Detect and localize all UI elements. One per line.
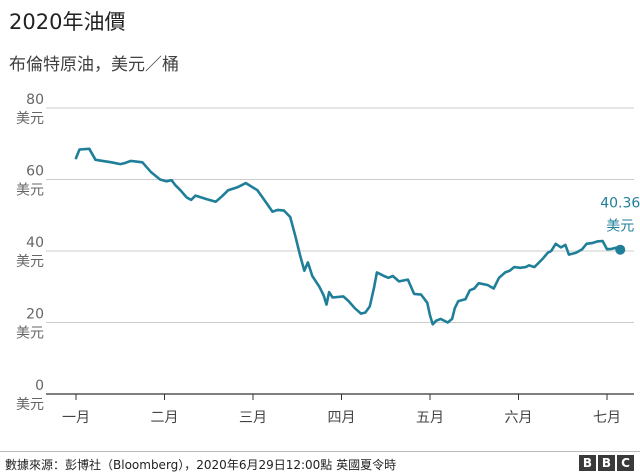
bbc-logo-letter: C (617, 455, 634, 471)
x-tick-label: 四月 (328, 410, 356, 426)
x-tick-label: 一月 (62, 410, 90, 426)
y-tick-unit: 美元 (16, 326, 44, 342)
y-axis-ticks: 80 美元 60 美元 40 美元 20 美元 0 美元 (16, 92, 44, 413)
chart-title: 2020年油價 (9, 10, 126, 34)
bbc-logo-letter: B (598, 455, 615, 471)
last-price-point (615, 244, 626, 255)
x-tick-label: 五月 (416, 410, 444, 426)
y-tick-unit: 美元 (16, 254, 44, 270)
x-tick-label: 三月 (239, 410, 267, 426)
oil-price-chart: 80 美元 60 美元 40 美元 20 美元 0 美元 一月 二月 三月 四月 五月 六月 七月 40.36… (16, 92, 640, 426)
y-tick-label: 0 (35, 378, 44, 394)
bbc-logo: B B C (579, 455, 634, 471)
source-note: 數據來源：彭博社（Bloomberg），2020年6月29日12:00點 英國夏… (5, 458, 397, 472)
chart-subtitle: 布倫特原油，美元／桶 (9, 55, 179, 75)
y-tick-unit: 美元 (16, 397, 44, 413)
y-tick-label: 60 (26, 164, 44, 180)
brent-price-line (74, 147, 622, 326)
y-tick-unit: 美元 (16, 111, 44, 127)
last-price-unit: 美元 (606, 219, 634, 235)
y-tick-unit: 美元 (16, 183, 44, 199)
gridlines (46, 107, 634, 395)
x-tick-label: 二月 (151, 410, 179, 426)
y-tick-label: 80 (26, 92, 44, 108)
y-tick-label: 20 (26, 307, 44, 323)
last-price-value: 40.36 (600, 196, 640, 212)
x-tick-label: 六月 (505, 410, 533, 426)
y-tick-label: 40 (26, 235, 44, 251)
x-axis-ticks: 一月 二月 三月 四月 五月 六月 七月 (62, 394, 621, 426)
x-tick-label: 七月 (593, 410, 621, 426)
bbc-logo-letter: B (579, 455, 596, 471)
footer-divider (0, 451, 640, 452)
